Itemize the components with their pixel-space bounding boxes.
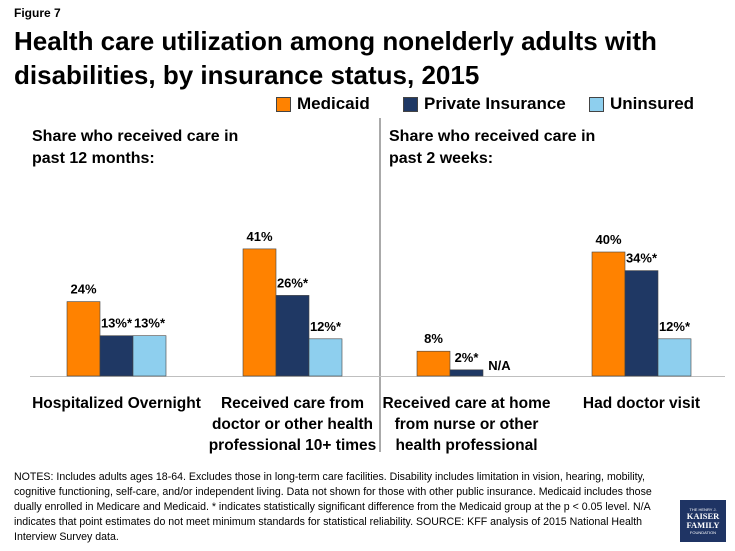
left-panel-label-line2: past 12 months: xyxy=(32,150,155,167)
data-label-uninsured-0: 13%* xyxy=(134,316,166,331)
bar-chart: 24% 13%* 13%* Hospitalized Overnight 41% 26%*… xyxy=(30,118,725,454)
bar-medicaid-3 xyxy=(591,251,626,377)
bar-medicaid-1 xyxy=(242,248,277,377)
bar-uninsured-0 xyxy=(132,335,167,377)
legend-item-private: Private Insurance xyxy=(403,94,566,114)
right-panel-label-line2: past 2 weeks: xyxy=(389,150,494,167)
right-panel-label: Share who received care in past 2 weeks: xyxy=(389,126,595,170)
category-label-1-line0: Received care from xyxy=(221,395,364,412)
bar-medicaid-0 xyxy=(66,301,101,377)
data-label-medicaid-0: 24% xyxy=(70,282,96,297)
data-label-private-1: 26%* xyxy=(277,275,309,290)
bar-private-1 xyxy=(275,295,310,377)
bar-private-2 xyxy=(449,369,484,377)
kff-logo: THE HENRY J. KAISER FAMILY FOUNDATION xyxy=(680,500,726,542)
legend-label-private: Private Insurance xyxy=(424,94,566,113)
category-label-2-line1: from nurse or other xyxy=(395,416,539,433)
bar-uninsured-3 xyxy=(657,338,692,377)
data-label-private-0: 13%* xyxy=(101,316,133,331)
legend-swatch-medicaid xyxy=(276,96,291,112)
bar-medicaid-2 xyxy=(416,350,451,377)
data-label-medicaid-1: 41% xyxy=(246,229,272,244)
bar-uninsured-1 xyxy=(308,338,343,377)
bar-private-0 xyxy=(99,335,134,377)
category-label-0-line0: Hospitalized Overnight xyxy=(32,395,201,412)
chart-title: Health care utilization among nonelderly… xyxy=(14,26,657,90)
category-label-1-line1: doctor or other health xyxy=(212,416,373,433)
data-label-uninsured-3: 12%* xyxy=(659,319,691,334)
legend: Medicaid Private Insurance Uninsured xyxy=(0,94,735,118)
category-label-3-line0: Had doctor visit xyxy=(583,395,700,412)
legend-swatch-private xyxy=(403,96,418,112)
legend-label-uninsured: Uninsured xyxy=(610,94,695,113)
legend-item-medicaid: Medicaid xyxy=(276,94,370,114)
data-label-uninsured-1: 12%* xyxy=(310,319,342,334)
data-label-private-3: 34%* xyxy=(626,251,658,266)
left-panel-label-line1: Share who received care in xyxy=(32,128,239,145)
legend-item-uninsured: Uninsured xyxy=(589,94,694,114)
category-label-2-line2: health professional xyxy=(395,437,537,454)
data-label-medicaid-2: 8% xyxy=(424,331,443,346)
figure-label: Figure 7 xyxy=(14,6,61,20)
data-label-uninsured-2: N/A xyxy=(488,358,511,373)
right-panel-label-line1: Share who received care in xyxy=(389,128,596,145)
legend-label-medicaid: Medicaid xyxy=(297,94,370,113)
left-panel-label: Share who received care in past 12 month… xyxy=(32,126,238,170)
bar-private-3 xyxy=(624,270,659,377)
legend-swatch-uninsured xyxy=(589,96,604,112)
data-label-private-2: 2%* xyxy=(455,350,480,365)
data-label-medicaid-3: 40% xyxy=(595,232,621,247)
category-label-1-line2: professional 10+ times xyxy=(209,437,377,454)
category-label-2-line0: Received care at home xyxy=(382,395,550,412)
notes: NOTES: Includes adults ages 18-64. Exclu… xyxy=(14,471,652,543)
